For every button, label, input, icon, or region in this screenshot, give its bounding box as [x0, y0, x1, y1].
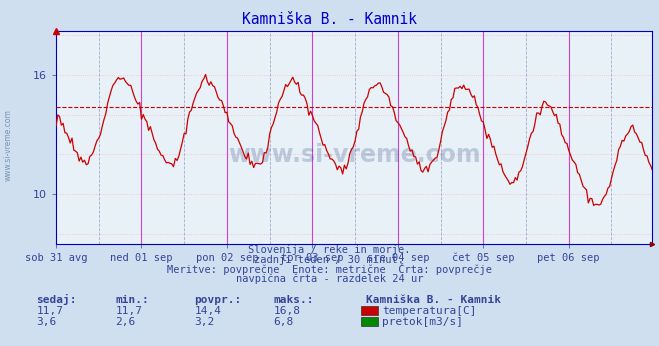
Text: 2,6: 2,6 [115, 317, 136, 327]
Text: 16,8: 16,8 [273, 306, 301, 316]
Text: Kamniška B. - Kamnik: Kamniška B. - Kamnik [242, 12, 417, 27]
Text: temperatura[C]: temperatura[C] [382, 306, 476, 316]
Text: Meritve: povprečne  Enote: metrične  Črta: povprečje: Meritve: povprečne Enote: metrične Črta:… [167, 263, 492, 275]
Text: 6,8: 6,8 [273, 317, 294, 327]
Text: www.si-vreme.com: www.si-vreme.com [4, 109, 13, 181]
Text: Kamniška B. - Kamnik: Kamniška B. - Kamnik [366, 295, 501, 305]
Text: min.:: min.: [115, 295, 149, 305]
Text: pretok[m3/s]: pretok[m3/s] [382, 317, 463, 327]
Text: 3,6: 3,6 [36, 317, 57, 327]
Text: 14,4: 14,4 [194, 306, 221, 316]
Text: 11,7: 11,7 [36, 306, 63, 316]
Text: povpr.:: povpr.: [194, 295, 242, 305]
Text: 3,2: 3,2 [194, 317, 215, 327]
Text: maks.:: maks.: [273, 295, 314, 305]
Text: Slovenija / reke in morje.: Slovenija / reke in morje. [248, 245, 411, 255]
Text: www.si-vreme.com: www.si-vreme.com [228, 143, 480, 166]
Text: 11,7: 11,7 [115, 306, 142, 316]
Text: navpična črta - razdelek 24 ur: navpična črta - razdelek 24 ur [236, 274, 423, 284]
Text: zadnji teden / 30 minut.: zadnji teden / 30 minut. [254, 255, 405, 265]
Text: sedaj:: sedaj: [36, 294, 76, 305]
